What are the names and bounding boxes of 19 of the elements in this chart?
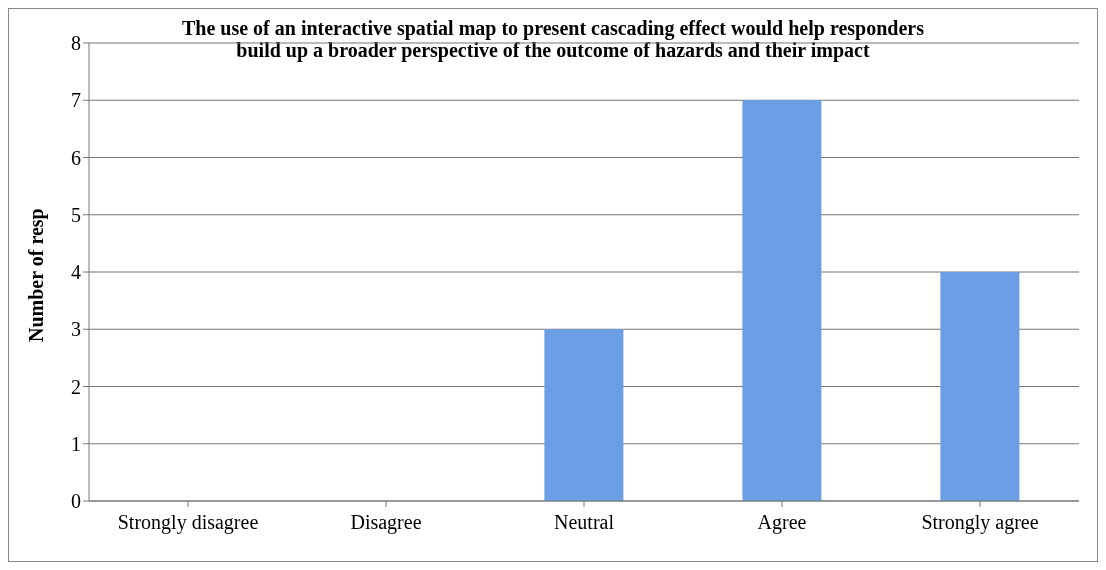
- y-tick-label: 5: [71, 203, 81, 226]
- x-tick-label: Strongly agree: [921, 511, 1039, 535]
- y-tick-label: 8: [71, 32, 81, 55]
- y-tick-label: 6: [71, 146, 81, 169]
- y-tick-label: 0: [71, 490, 81, 513]
- y-tick-label: 2: [71, 375, 81, 398]
- y-tick-label: 1: [71, 432, 81, 455]
- y-tick-label: 4: [71, 261, 81, 284]
- y-tick-label: 7: [71, 89, 81, 112]
- bar: [742, 100, 822, 501]
- bar: [544, 329, 624, 501]
- bar: [940, 272, 1020, 501]
- x-tick-label: Strongly disagree: [117, 511, 259, 535]
- x-tick-label: Disagree: [350, 511, 422, 535]
- x-tick-label: Neutral: [554, 511, 615, 534]
- y-tick-label: 3: [71, 318, 81, 341]
- y-axis-title: Number of resp: [25, 208, 49, 342]
- x-tick-label: Agree: [757, 511, 807, 535]
- chart-title: The use of an interactive spatial map to present cascading effect would help responders build up a broader perspective of the outcome of hazards and their impact: [181, 17, 925, 61]
